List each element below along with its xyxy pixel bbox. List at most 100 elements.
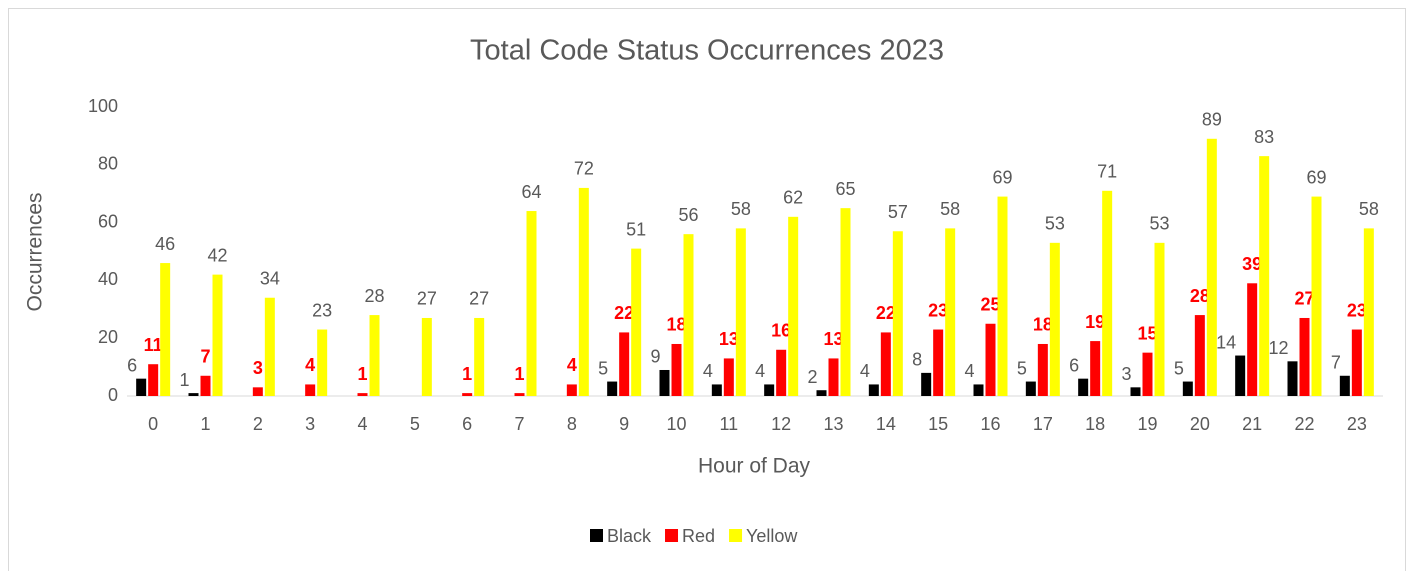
data-label: 65 [835,179,855,199]
bar [1206,138,1217,397]
data-label: 64 [521,182,541,202]
x-tick-label: 18 [1085,414,1105,434]
data-label: 71 [1097,162,1117,182]
bar [305,384,316,396]
bar [1049,242,1060,396]
x-tick-label: 14 [876,414,896,434]
data-label: 4 [703,361,713,381]
x-tick-label: 22 [1294,414,1314,434]
bar [1078,378,1089,396]
bar [816,390,827,396]
x-tick-label: 20 [1190,414,1210,434]
data-label: 28 [1190,286,1210,306]
data-label: 7 [1331,353,1341,373]
x-tick-label: 6 [462,414,472,434]
x-tick-label: 17 [1033,414,1053,434]
data-label: 27 [417,289,437,309]
data-label: 25 [980,295,1000,315]
bar [1311,196,1322,396]
data-label: 19 [1085,312,1105,332]
data-label: 23 [312,300,332,320]
bar [1037,343,1048,396]
bar [514,393,525,396]
x-tick-label: 21 [1242,414,1262,434]
data-label: 16 [771,321,791,341]
data-label: 12 [1268,338,1288,358]
chart-frame [8,8,1406,576]
bar [619,332,630,396]
chart-title: Total Code Status Occurrences 2023 [470,35,944,67]
bar [136,378,147,396]
bar [683,234,694,396]
bar [973,384,984,396]
bar [1102,190,1113,396]
x-tick-label: 1 [200,414,210,434]
data-label: 83 [1254,127,1274,147]
data-label: 13 [823,329,843,349]
bar [997,196,1008,396]
bar [357,393,368,396]
x-tick-label: 3 [305,414,315,434]
bar [1363,228,1374,396]
legend-label: Red [682,526,715,546]
bar [1182,381,1193,396]
data-label: 7 [200,347,210,367]
bar [578,187,589,396]
data-label: 4 [305,355,315,375]
data-label: 28 [364,286,384,306]
bar [421,317,432,396]
data-label: 18 [666,315,686,335]
data-label: 1 [514,364,524,384]
bar [1130,387,1141,396]
bar [828,358,839,396]
data-label: 3 [253,358,263,378]
bar [200,375,211,396]
bar [317,329,328,396]
bar [735,228,746,396]
y-tick-label: 80 [98,154,118,174]
data-label: 58 [1359,199,1379,219]
bar [1142,352,1153,396]
x-tick-label: 8 [567,414,577,434]
legend-label: Black [607,526,652,546]
y-axis-label: Occurrences [24,192,47,311]
data-label: 27 [1294,289,1314,309]
bar [252,387,263,396]
y-tick-label: 20 [98,327,118,347]
data-label: 4 [567,355,577,375]
bar [1194,315,1205,396]
bar [474,317,485,396]
bar [607,381,618,396]
bar [723,358,734,396]
x-tick-label: 7 [514,414,524,434]
bar [526,211,537,396]
data-label: 53 [1149,214,1169,234]
bar [462,393,473,396]
y-tick-label: 60 [98,211,118,231]
data-label: 6 [127,355,137,375]
data-label: 4 [755,361,765,381]
bar [188,393,199,396]
bar [566,384,577,396]
data-label: 57 [888,202,908,222]
bar [880,332,891,396]
x-tick-label: 19 [1137,414,1157,434]
bar [369,315,380,396]
data-label: 6 [1069,355,1079,375]
x-tick-label: 16 [980,414,1000,434]
data-label: 53 [1045,214,1065,234]
x-tick-label: 13 [823,414,843,434]
x-tick-label: 0 [148,414,158,434]
x-axis-label: Hour of Day [698,455,811,478]
x-tick-label: 5 [410,414,420,434]
bar [711,384,722,396]
bar [1351,329,1362,396]
data-label: 5 [598,358,608,378]
data-label: 18 [1033,315,1053,335]
bar [788,216,799,396]
data-label: 1 [179,370,189,390]
x-tick-label: 15 [928,414,948,434]
bar [840,208,851,396]
data-label: 51 [626,219,646,239]
data-label: 9 [650,347,660,367]
